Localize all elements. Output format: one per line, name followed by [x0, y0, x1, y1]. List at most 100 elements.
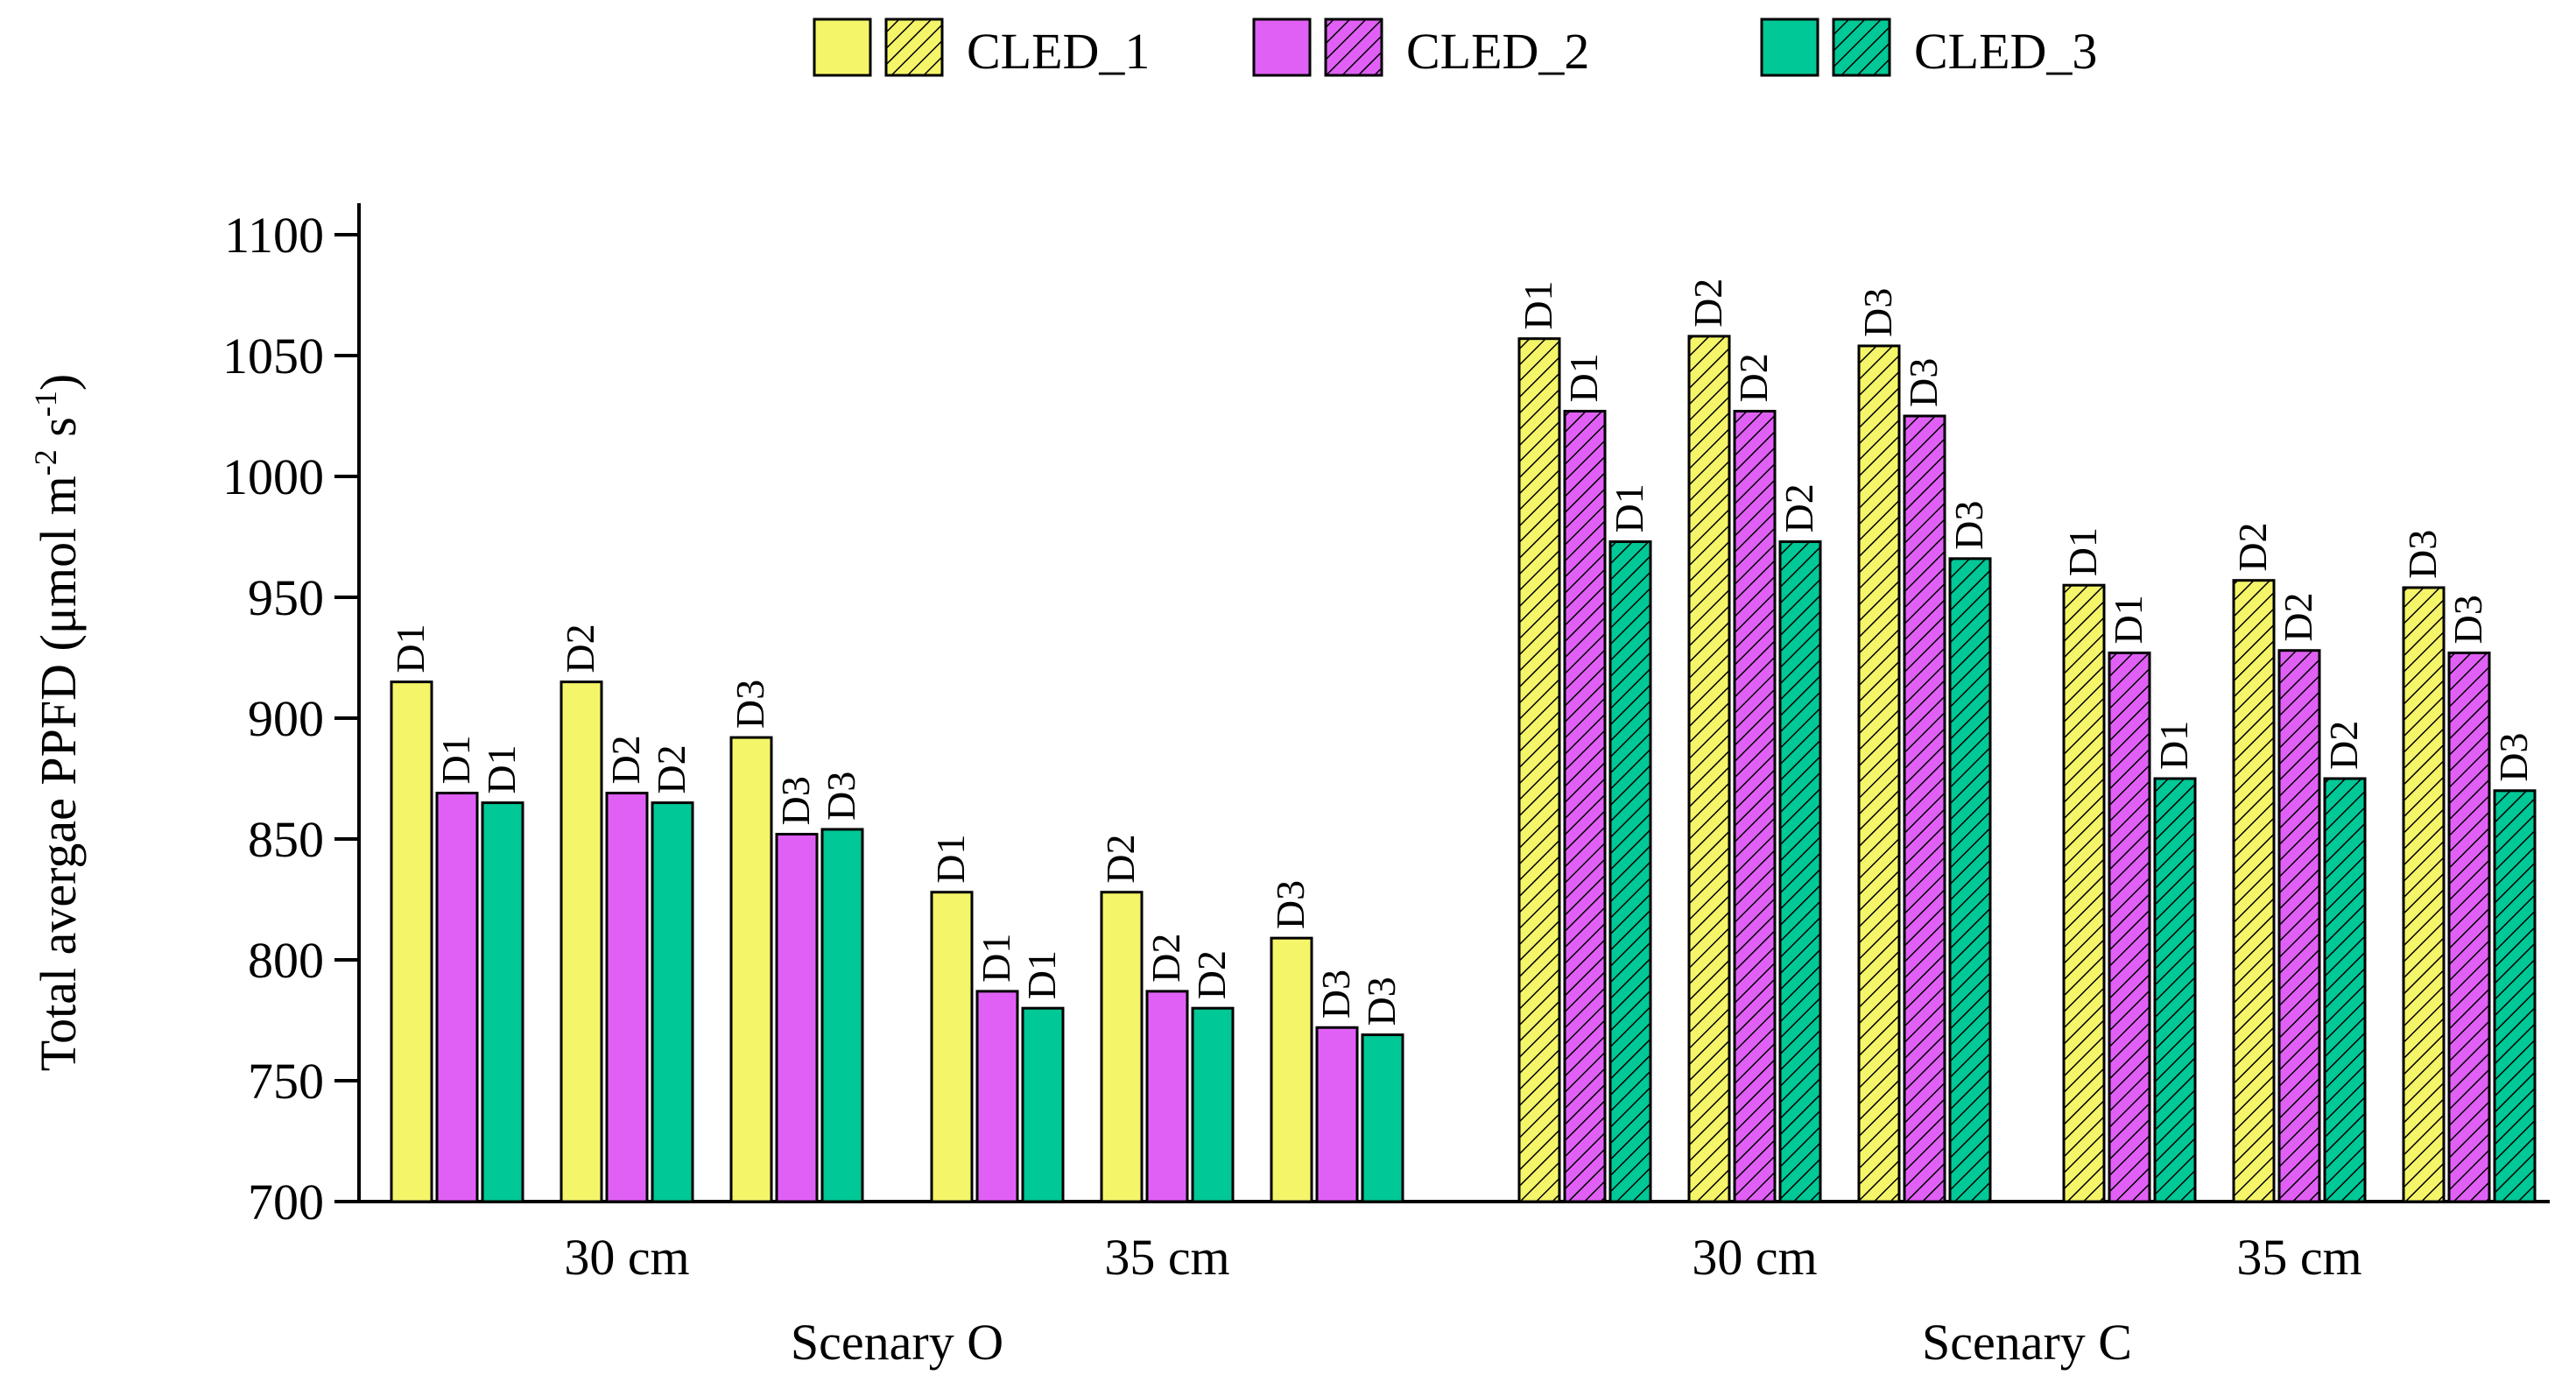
scenario-label: Scenary O	[791, 1314, 1003, 1371]
bar	[1687, 335, 1731, 1203]
x-tick-label: 35 cm	[2236, 1229, 2361, 1286]
bar	[1315, 1026, 1359, 1203]
y-tick-label: 1100	[224, 207, 324, 264]
bar-data-label: D2	[1686, 279, 1730, 328]
bar	[2108, 651, 2151, 1203]
bar-data-label: D3	[1901, 358, 1946, 407]
bar	[1270, 936, 1313, 1203]
bar	[975, 990, 1019, 1203]
bar	[435, 792, 479, 1203]
bar	[820, 828, 864, 1203]
bar	[729, 736, 773, 1203]
bar-data-label: D1	[974, 934, 1018, 983]
bar-data-label: D3	[819, 772, 863, 821]
bar-data-label: D1	[2106, 595, 2150, 644]
bar-data-label: D3	[2400, 530, 2445, 579]
bar-data-label: D1	[2151, 721, 2196, 770]
bar	[1361, 1033, 1404, 1203]
bar-data-label: D1	[433, 735, 478, 784]
bar	[2153, 777, 2197, 1203]
x-tick-label: 30 cm	[1692, 1229, 1817, 1286]
bar-data-label: D1	[1516, 280, 1560, 329]
legend-label-cled1: CLED_1	[967, 23, 1150, 80]
bar-data-label: D2	[1144, 934, 1188, 983]
bar-data-label: D1	[388, 624, 433, 673]
y-tick-label: 1000	[222, 448, 324, 505]
bar	[1903, 414, 1946, 1203]
bar	[2493, 789, 2537, 1203]
bar	[1517, 337, 1561, 1203]
bar-data-label: D1	[1607, 483, 1651, 532]
y-axis-title: Total avergae PPFD (μmol m-2 s-1)	[28, 374, 87, 1071]
y-tick-label: 700	[248, 1174, 324, 1230]
bar	[1733, 409, 1777, 1203]
bar-data-label: D1	[1561, 353, 1606, 402]
bar-data-label: D3	[1268, 880, 1313, 929]
bar-data-label: D3	[1359, 977, 1404, 1026]
bar	[775, 832, 819, 1203]
bar-data-label: D2	[2321, 721, 2366, 770]
scenario-label: Scenary C	[1922, 1314, 2132, 1371]
bar	[1857, 344, 1901, 1203]
chart-bars	[390, 335, 2537, 1203]
legend-swatch-cled2-solid	[1252, 18, 1312, 77]
legend-swatch-cled2-hatched	[1324, 18, 1383, 77]
bar	[560, 680, 603, 1203]
bar-data-label: D2	[558, 624, 602, 673]
bar	[2402, 586, 2446, 1203]
legend-label-cled3: CLED_3	[1914, 23, 2097, 80]
bar	[1608, 540, 1652, 1203]
legend-swatch-cled3-hatched	[1832, 18, 1891, 77]
bar-data-label: D1	[1019, 950, 1064, 999]
bar	[1948, 557, 1992, 1203]
legend-swatch-cled1-solid	[813, 18, 872, 77]
bar-data-label: D3	[773, 776, 818, 825]
bar	[2062, 583, 2106, 1203]
bar-data-label: D1	[2060, 527, 2105, 576]
bar	[1778, 540, 1822, 1203]
bar	[1145, 990, 1189, 1203]
bar	[2323, 777, 2367, 1203]
bar-data-label: D3	[1313, 969, 1358, 1019]
bar-data-label: D3	[2491, 733, 2536, 782]
bar-data-label: D1	[479, 744, 524, 793]
x-tick-label: 30 cm	[564, 1229, 689, 1286]
legend-swatch-cled3-solid	[1760, 18, 1819, 77]
y-tick-label: 750	[248, 1053, 324, 1110]
bar-data-label: D2	[1777, 483, 1821, 532]
y-tick-label: 800	[248, 932, 324, 989]
bar-data-label: D2	[1189, 950, 1234, 999]
bar	[1563, 409, 1607, 1203]
bar	[2232, 579, 2276, 1203]
chart-legend: CLED_1 CLED_2 CLED_3	[813, 18, 2097, 80]
bar	[605, 792, 649, 1203]
bar-data-label: D2	[649, 744, 693, 793]
bar	[1021, 1006, 1065, 1203]
y-tick-label: 850	[248, 811, 324, 868]
legend-swatch-cled1-hatched	[884, 18, 944, 77]
chart-x-labels: 30 cm 35 cm Scenary O 30 cm 35 cm Scenary C	[564, 1229, 2361, 1371]
y-tick-label: 1050	[222, 328, 324, 384]
bar-data-label: D3	[1946, 501, 1991, 550]
bar-data-label: D2	[2230, 522, 2275, 571]
y-tick-label: 900	[248, 690, 324, 747]
bar	[481, 801, 524, 1203]
x-tick-label: 35 cm	[1104, 1229, 1229, 1286]
bar	[651, 801, 694, 1203]
bar	[2447, 651, 2491, 1203]
bar-data-label: D3	[2446, 595, 2490, 644]
bar	[930, 891, 974, 1203]
bar-data-label: D2	[1098, 834, 1143, 883]
bar	[1191, 1006, 1235, 1203]
bar-data-label: D3	[728, 680, 772, 729]
bar	[2277, 649, 2321, 1203]
bar-data-label: D1	[928, 834, 973, 883]
bar	[390, 680, 433, 1203]
bar-data-label: D2	[2276, 592, 2320, 641]
bar-data-label: D3	[1855, 288, 1900, 337]
chart-axes: 700 750 800 850 900 950 1000 1050 1100	[222, 203, 2550, 1230]
bar-data-label: D2	[603, 735, 648, 784]
bar	[1100, 891, 1144, 1203]
